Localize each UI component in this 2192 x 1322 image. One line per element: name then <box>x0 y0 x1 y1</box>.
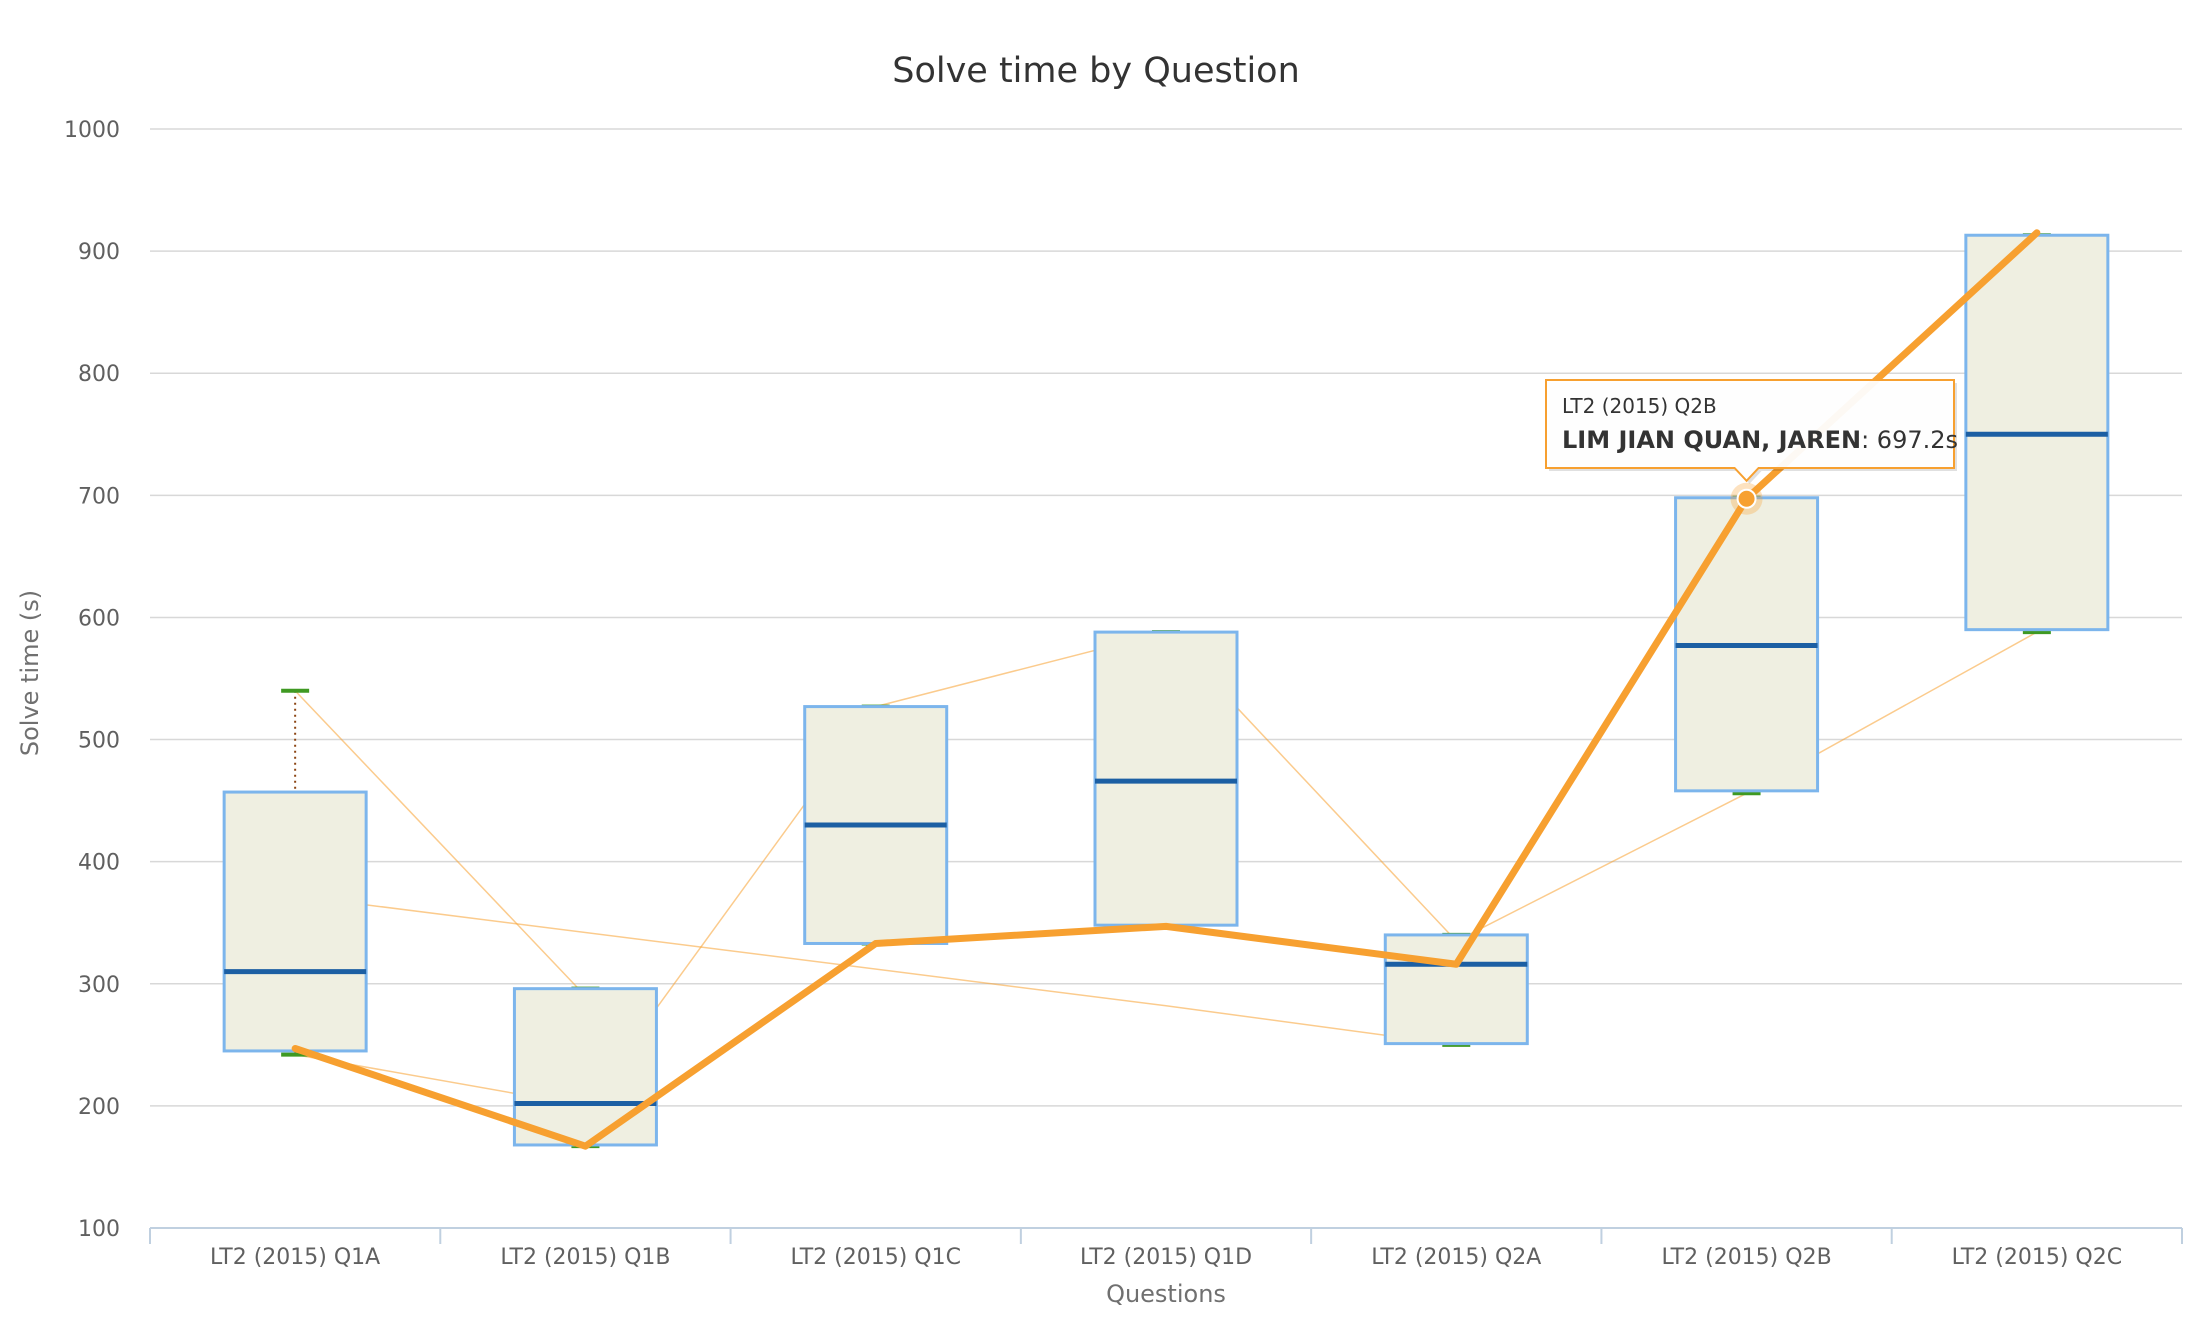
box <box>1383 933 1529 1046</box>
y-tick-label: 600 <box>78 606 120 631</box>
y-axis-title: Solve time (s) <box>16 590 44 756</box>
y-tick-label: 300 <box>78 973 120 998</box>
x-axis: LT2 (2015) Q1A LT2 (2015) Q1B LT2 (2015) Q… <box>149 1227 2183 1270</box>
y-tick-label: 400 <box>78 851 120 876</box>
y-tick-label: 700 <box>78 484 120 509</box>
y-tick-label: 200 <box>78 1095 120 1120</box>
y-tick-label: 1000 <box>64 118 120 143</box>
faint-series-line <box>294 690 586 997</box>
y-axis-labels: 100 200 300 400 500 600 700 800 900 1000 <box>64 118 120 1242</box>
y-tick-label: 100 <box>78 1217 120 1242</box>
tooltip-box <box>1545 379 1955 483</box>
x-tick-label: LT2 (2015) Q1D <box>1080 1245 1252 1270</box>
x-tick-label: LT2 (2015) Q1C <box>790 1245 960 1270</box>
box <box>222 790 368 1053</box>
x-tick-label: LT2 (2015) Q1B <box>500 1245 670 1270</box>
chart-title: Solve time by Question <box>892 51 1300 91</box>
tooltip-value: LIM JIAN QUAN, JAREN: 697.2s <box>1562 426 1958 454</box>
y-tick-label: 500 <box>78 729 120 754</box>
box <box>512 987 658 1147</box>
box-plots <box>222 233 2110 1149</box>
tooltip: LT2 (2015) Q2B LIM JIAN QUAN, JAREN: 697.… <box>1545 379 1958 515</box>
faint-series-line <box>295 895 1457 1046</box>
x-tick-label: LT2 (2015) Q2C <box>1952 1245 2122 1270</box>
x-axis-title: Questions <box>1106 1280 1226 1308</box>
hover-point <box>1736 488 1757 509</box>
tooltip-category: LT2 (2015) Q2B <box>1562 394 1717 418</box>
x-tick-label: LT2 (2015) Q2A <box>1371 1245 1541 1270</box>
y-tick-label: 900 <box>78 240 120 265</box>
tooltip-series-value: : 697.2s <box>1861 426 1958 454</box>
x-tick-label: LT2 (2015) Q2B <box>1661 1245 1831 1270</box>
tooltip-series-name: LIM JIAN QUAN, JAREN <box>1562 426 1861 454</box>
x-tick-label: LT2 (2015) Q1A <box>210 1245 380 1270</box>
y-tick-label: 800 <box>78 362 120 387</box>
